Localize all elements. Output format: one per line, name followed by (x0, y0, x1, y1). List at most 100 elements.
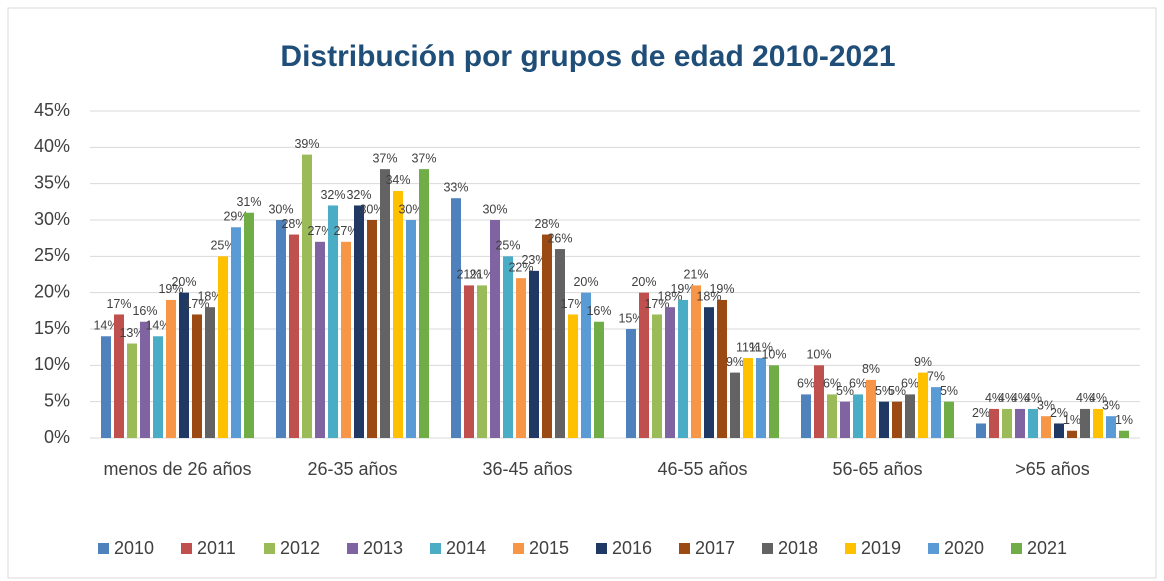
bar (1093, 408, 1103, 438)
bar (367, 220, 377, 438)
bar (503, 256, 513, 438)
legend-swatch (430, 543, 441, 554)
legend-label: 2018 (778, 538, 818, 558)
data-label: 6% (849, 377, 867, 391)
data-label: 17% (560, 297, 585, 311)
data-label: 20% (631, 275, 656, 289)
data-label: 16% (586, 304, 611, 318)
bar (678, 299, 688, 438)
data-label: 4% (1076, 391, 1094, 405)
bar (1106, 416, 1116, 438)
bar (244, 212, 254, 438)
data-label: 15% (618, 311, 643, 325)
legend-label: 2010 (114, 538, 154, 558)
x-tick-label: 36-45 años (482, 459, 573, 479)
bar (464, 285, 474, 438)
legend-label: 2014 (446, 538, 486, 558)
data-label: 30% (482, 202, 507, 216)
bar (853, 394, 863, 438)
data-label: 10% (761, 348, 786, 362)
data-label: 31% (236, 195, 261, 209)
bar (114, 314, 124, 438)
data-label: 8% (862, 362, 880, 376)
y-tick-label: 30% (34, 209, 70, 229)
bar (691, 285, 701, 438)
bar (665, 307, 675, 438)
bar (639, 292, 649, 438)
data-label: 22% (508, 260, 533, 274)
bar (730, 372, 740, 438)
bar (1119, 430, 1129, 438)
bar (555, 249, 565, 438)
data-label: 5% (875, 384, 893, 398)
bar (626, 329, 636, 438)
data-label: 5% (888, 384, 906, 398)
bar (1041, 416, 1051, 438)
data-label: 11% (749, 340, 773, 354)
legend-label: 2016 (612, 538, 652, 558)
bar (127, 343, 137, 438)
data-label: 5% (940, 384, 958, 398)
bar (1028, 408, 1038, 438)
bar (568, 314, 578, 438)
data-label: 20% (171, 275, 196, 289)
bar (205, 307, 215, 438)
bar (931, 387, 941, 438)
data-label: 34% (385, 173, 410, 187)
bar (393, 190, 403, 438)
bar (743, 358, 753, 438)
legend-label: 2021 (1027, 538, 1067, 558)
data-label: 6% (823, 377, 841, 391)
bar (380, 169, 390, 438)
data-label: 30% (359, 202, 384, 216)
data-label: 21% (469, 268, 494, 282)
data-label: 4% (1011, 391, 1029, 405)
bar (976, 423, 986, 438)
data-label: 1% (1063, 413, 1081, 427)
data-label: 27% (333, 224, 358, 238)
data-label: 11% (736, 340, 760, 354)
bar (840, 401, 850, 438)
data-label: 9% (914, 355, 932, 369)
bar (179, 292, 189, 438)
legend-label: 2013 (363, 538, 403, 558)
data-label: 21% (456, 268, 481, 282)
data-label: 18% (197, 289, 222, 303)
data-label: 2% (1050, 406, 1068, 420)
data-label: 1% (1115, 413, 1133, 427)
bar (451, 198, 461, 438)
data-label: 14% (93, 319, 118, 333)
data-label: 16% (132, 304, 157, 318)
data-label: 37% (372, 151, 397, 165)
bar (192, 314, 202, 438)
bar (944, 401, 954, 438)
data-label: 28% (281, 217, 306, 231)
legend-swatch (762, 543, 773, 554)
data-label: 7% (927, 369, 945, 383)
bar (289, 234, 299, 438)
bar (529, 270, 539, 438)
bar (341, 241, 351, 438)
y-tick-label: 15% (34, 318, 70, 338)
bar (652, 314, 662, 438)
bar (166, 299, 176, 438)
data-label: 4% (1024, 391, 1042, 405)
y-tick-label: 25% (34, 245, 70, 265)
bar (905, 394, 915, 438)
legend-label: 2019 (861, 538, 901, 558)
y-tick-label: 0% (44, 427, 70, 447)
data-label: 27% (307, 224, 332, 238)
bar (581, 292, 591, 438)
data-label: 28% (534, 217, 559, 231)
bar (717, 299, 727, 438)
x-tick-label: 46-55 años (657, 459, 748, 479)
x-tick-label: 26-35 años (307, 459, 398, 479)
legend-swatch (845, 543, 856, 554)
bar (328, 205, 338, 438)
bar (315, 241, 325, 438)
data-label: 19% (709, 282, 734, 296)
legend-swatch (98, 543, 109, 554)
data-label: 18% (657, 289, 682, 303)
bar (218, 256, 228, 438)
